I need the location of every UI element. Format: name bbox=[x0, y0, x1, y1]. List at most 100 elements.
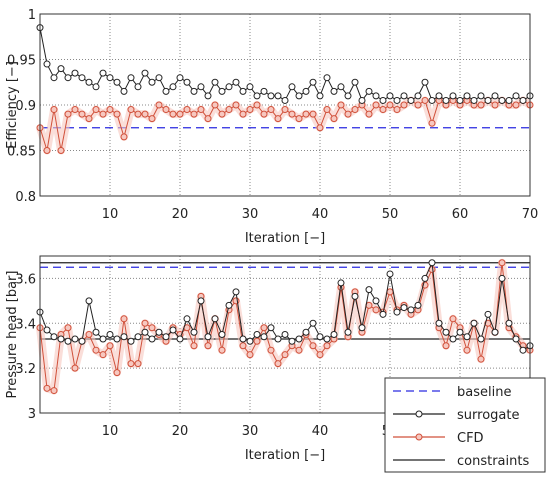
point bbox=[162, 333, 170, 341]
point bbox=[288, 337, 296, 345]
point bbox=[316, 351, 324, 359]
x-tick-label: 40 bbox=[312, 424, 329, 439]
x-tick-label: 60 bbox=[452, 207, 469, 222]
point bbox=[134, 83, 142, 91]
y-tick-label: 0.9 bbox=[15, 99, 36, 114]
point bbox=[190, 110, 198, 118]
point bbox=[267, 346, 275, 354]
point bbox=[386, 101, 394, 109]
point bbox=[92, 328, 100, 336]
point bbox=[64, 74, 72, 82]
point bbox=[197, 83, 205, 91]
point bbox=[351, 292, 359, 300]
point bbox=[155, 328, 163, 336]
point bbox=[246, 83, 254, 91]
point bbox=[309, 342, 317, 350]
point bbox=[246, 337, 254, 345]
point bbox=[253, 331, 261, 338]
point bbox=[232, 78, 240, 86]
point bbox=[400, 92, 408, 100]
point bbox=[428, 259, 436, 267]
point bbox=[470, 319, 478, 327]
point bbox=[57, 335, 65, 343]
x-tick-label: 30 bbox=[242, 424, 259, 439]
point bbox=[197, 106, 205, 114]
y-tick-label: 0.85 bbox=[7, 145, 36, 160]
point bbox=[106, 74, 114, 82]
point bbox=[148, 78, 156, 86]
point bbox=[477, 335, 485, 343]
point bbox=[435, 319, 443, 327]
point bbox=[99, 110, 107, 118]
point bbox=[267, 92, 275, 100]
point bbox=[169, 83, 177, 91]
y-tick-label: 0.95 bbox=[7, 54, 36, 69]
point bbox=[260, 333, 268, 341]
x-tick-label: 30 bbox=[242, 207, 259, 222]
point bbox=[421, 96, 429, 104]
point bbox=[260, 324, 268, 332]
point bbox=[295, 346, 303, 354]
point bbox=[428, 96, 436, 104]
point bbox=[190, 87, 198, 95]
point bbox=[183, 78, 191, 86]
point bbox=[470, 96, 478, 104]
point bbox=[316, 124, 324, 132]
point bbox=[491, 328, 499, 336]
point bbox=[120, 333, 128, 341]
point bbox=[274, 335, 282, 343]
point bbox=[337, 101, 345, 109]
point bbox=[71, 335, 79, 343]
point bbox=[113, 110, 121, 118]
point bbox=[442, 342, 450, 350]
point bbox=[372, 101, 380, 109]
x-tick-label: 50 bbox=[382, 207, 399, 222]
point bbox=[50, 333, 58, 341]
point bbox=[442, 328, 450, 336]
point bbox=[57, 65, 65, 73]
point bbox=[414, 301, 422, 309]
point bbox=[463, 92, 471, 100]
legend-label: baseline bbox=[457, 385, 511, 400]
point bbox=[85, 331, 93, 338]
point bbox=[106, 342, 114, 350]
point bbox=[148, 335, 156, 343]
point bbox=[92, 106, 100, 114]
point bbox=[120, 133, 128, 141]
point bbox=[64, 110, 72, 118]
point bbox=[106, 106, 114, 114]
point bbox=[344, 110, 352, 118]
point bbox=[218, 110, 226, 118]
point bbox=[309, 319, 317, 327]
point bbox=[211, 315, 219, 323]
point bbox=[442, 96, 450, 104]
point bbox=[498, 259, 506, 267]
point bbox=[267, 324, 275, 332]
point bbox=[267, 106, 275, 114]
point bbox=[141, 319, 149, 327]
point bbox=[239, 342, 247, 350]
point bbox=[183, 106, 191, 114]
legend-label: CFD bbox=[457, 431, 484, 446]
x-tick-label: 70 bbox=[522, 207, 539, 222]
point bbox=[120, 315, 128, 323]
point bbox=[127, 74, 135, 82]
point bbox=[169, 110, 177, 118]
point bbox=[386, 288, 394, 296]
point bbox=[50, 387, 58, 395]
point bbox=[134, 360, 142, 368]
point bbox=[463, 333, 471, 341]
point bbox=[71, 364, 79, 372]
legend-box bbox=[384, 377, 546, 473]
point bbox=[330, 87, 338, 95]
point bbox=[477, 92, 485, 100]
point bbox=[386, 270, 394, 278]
point bbox=[274, 115, 282, 123]
point bbox=[106, 331, 114, 338]
point bbox=[386, 92, 394, 100]
point bbox=[78, 337, 86, 345]
point bbox=[323, 335, 331, 343]
legend-label: constraints bbox=[457, 454, 529, 469]
point bbox=[295, 335, 303, 343]
point bbox=[148, 115, 156, 123]
